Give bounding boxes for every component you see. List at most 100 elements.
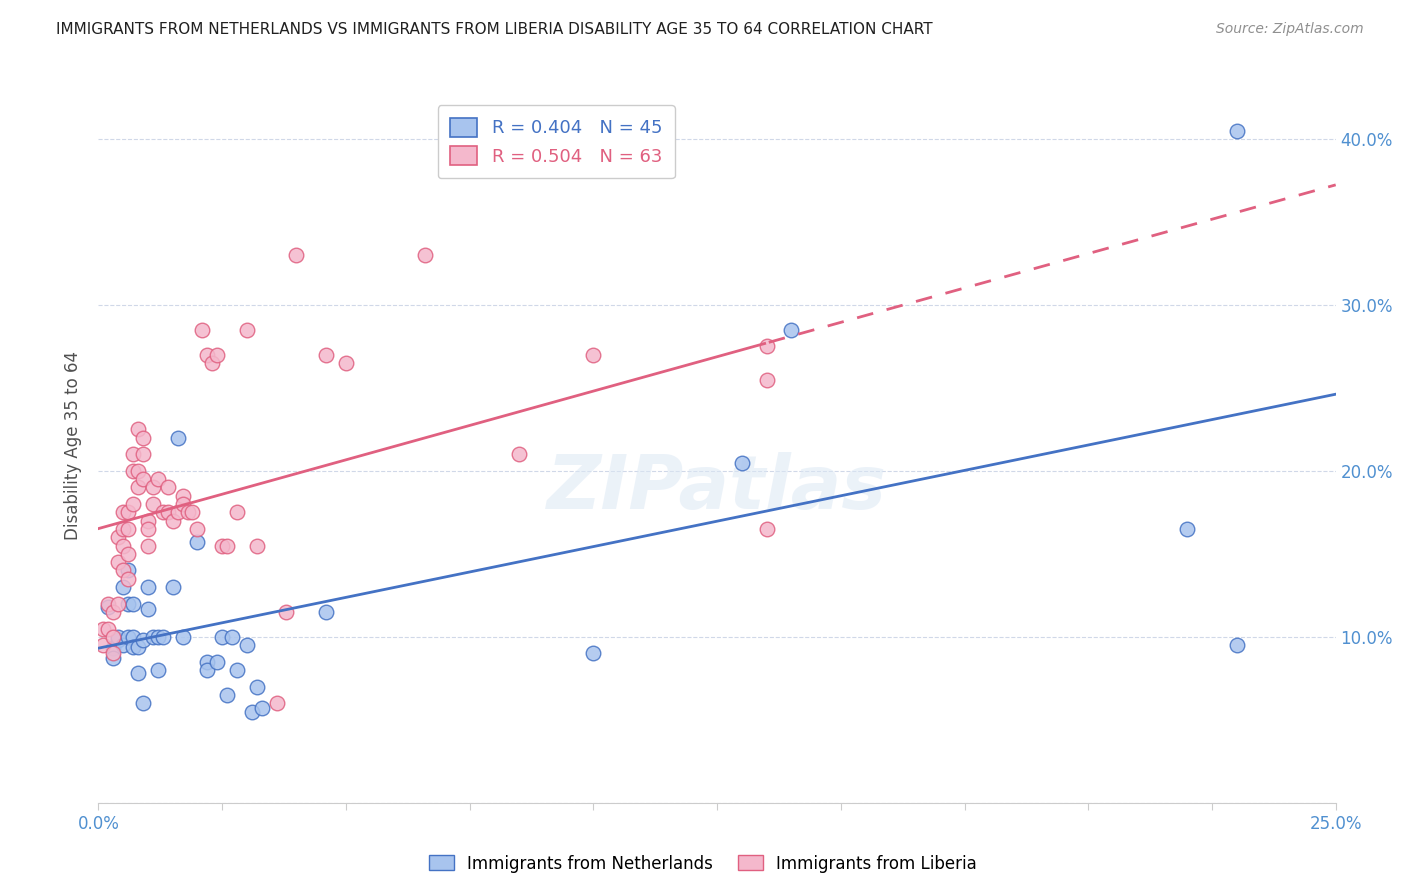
Point xyxy=(112,522,135,536)
Point xyxy=(181,505,204,519)
Point xyxy=(117,522,139,536)
Point xyxy=(162,580,184,594)
Point xyxy=(146,472,169,486)
Point xyxy=(582,348,605,362)
Point xyxy=(226,663,249,677)
Point xyxy=(122,640,145,654)
Point xyxy=(146,663,169,677)
Point xyxy=(205,655,228,669)
Legend: R = 0.404   N = 45, R = 0.504   N = 63: R = 0.404 N = 45, R = 0.504 N = 63 xyxy=(437,105,675,178)
Point xyxy=(156,481,179,495)
Point xyxy=(107,555,129,569)
Point xyxy=(132,431,155,445)
Point xyxy=(211,539,233,553)
Point xyxy=(217,688,239,702)
Point xyxy=(132,633,155,648)
Point xyxy=(166,431,188,445)
Point xyxy=(162,514,184,528)
Point xyxy=(117,547,139,561)
Legend: Immigrants from Netherlands, Immigrants from Liberia: Immigrants from Netherlands, Immigrants … xyxy=(422,848,984,880)
Point xyxy=(413,248,436,262)
Point xyxy=(315,348,337,362)
Point xyxy=(755,373,778,387)
Point xyxy=(136,580,159,594)
Point xyxy=(195,663,218,677)
Point xyxy=(142,481,165,495)
Point xyxy=(103,651,125,665)
Point xyxy=(132,696,155,710)
Point xyxy=(127,464,149,478)
Point xyxy=(236,638,259,652)
Point xyxy=(240,705,263,719)
Point xyxy=(117,564,139,578)
Point xyxy=(755,339,778,353)
Point xyxy=(1226,638,1249,652)
Point xyxy=(122,464,145,478)
Point xyxy=(250,701,273,715)
Point xyxy=(117,572,139,586)
Point xyxy=(582,647,605,661)
Point xyxy=(315,605,337,619)
Point xyxy=(122,447,145,461)
Point xyxy=(112,580,135,594)
Point xyxy=(142,497,165,511)
Point xyxy=(186,522,208,536)
Point xyxy=(93,638,115,652)
Point xyxy=(107,597,129,611)
Text: IMMIGRANTS FROM NETHERLANDS VS IMMIGRANTS FROM LIBERIA DISABILITY AGE 35 TO 64 C: IMMIGRANTS FROM NETHERLANDS VS IMMIGRANT… xyxy=(56,22,932,37)
Point xyxy=(117,630,139,644)
Point xyxy=(152,630,174,644)
Point xyxy=(176,505,198,519)
Point xyxy=(136,601,159,615)
Point xyxy=(246,539,269,553)
Point xyxy=(221,630,243,644)
Point xyxy=(211,630,233,644)
Point xyxy=(172,489,194,503)
Point xyxy=(217,539,239,553)
Point xyxy=(191,323,214,337)
Point xyxy=(132,447,155,461)
Point xyxy=(127,422,149,436)
Point xyxy=(731,456,754,470)
Point xyxy=(201,356,224,370)
Point xyxy=(166,505,188,519)
Point xyxy=(97,597,120,611)
Point xyxy=(127,640,149,654)
Point xyxy=(142,630,165,644)
Point xyxy=(136,522,159,536)
Point xyxy=(103,605,125,619)
Point xyxy=(103,641,125,656)
Point xyxy=(1226,124,1249,138)
Point xyxy=(152,505,174,519)
Point xyxy=(205,348,228,362)
Point xyxy=(136,514,159,528)
Point xyxy=(107,630,129,644)
Point xyxy=(107,530,129,544)
Point xyxy=(236,323,259,337)
Point xyxy=(285,248,308,262)
Point xyxy=(508,447,530,461)
Point xyxy=(112,638,135,652)
Point xyxy=(97,599,120,614)
Point xyxy=(780,323,803,337)
Point xyxy=(246,680,269,694)
Point xyxy=(266,696,288,710)
Point xyxy=(93,622,115,636)
Point xyxy=(755,522,778,536)
Point xyxy=(122,497,145,511)
Point xyxy=(112,505,135,519)
Point xyxy=(335,356,357,370)
Point xyxy=(146,630,169,644)
Point xyxy=(136,539,159,553)
Point xyxy=(156,505,179,519)
Point xyxy=(226,505,249,519)
Point xyxy=(122,630,145,644)
Point xyxy=(122,597,145,611)
Point xyxy=(112,564,135,578)
Point xyxy=(195,655,218,669)
Point xyxy=(127,666,149,681)
Point xyxy=(107,633,129,648)
Point xyxy=(172,497,194,511)
Text: ZIPatlas: ZIPatlas xyxy=(547,452,887,525)
Point xyxy=(103,630,125,644)
